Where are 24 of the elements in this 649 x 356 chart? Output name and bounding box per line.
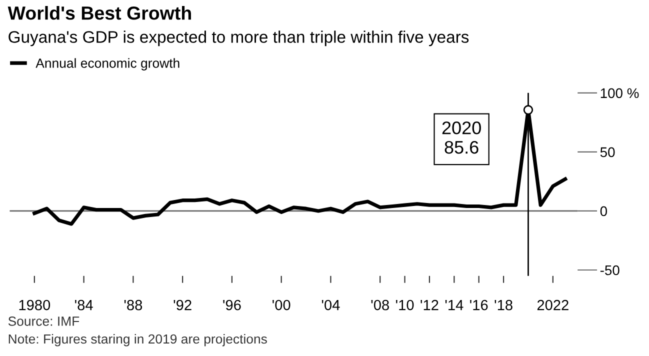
x-tick-label: '14 [445, 300, 464, 310]
x-tick-label: '92 [174, 300, 192, 310]
x-tick-label: 2022 [537, 300, 568, 310]
x-tick-label: '04 [322, 300, 340, 310]
annotation: 2020 85.6 [442, 122, 481, 154]
chart-title: World's Best Growth [8, 6, 191, 20]
x-tick-label: 1980 [19, 300, 50, 310]
x-tick-label: '10 [396, 300, 414, 310]
y-tick-label: 0 [600, 206, 608, 216]
chart-subtitle: Guyana's GDP is expected to more than triple within five years [8, 30, 469, 46]
y-tick-label: 50 [600, 147, 615, 158]
x-tick-label: '88 [124, 300, 142, 310]
y-tick-label: 100 % [600, 88, 639, 98]
x-tick-label: '18 [494, 300, 512, 310]
x-tick-label: '08 [371, 300, 389, 310]
x-tick-label: '84 [75, 300, 93, 310]
x-tick-label: '96 [223, 300, 241, 310]
y-tick-label: -50 [600, 265, 620, 276]
legend-label: Annual economic growth [36, 58, 180, 70]
source-note: Source: IMF [8, 316, 80, 326]
text: Note: Figures staring in 2019 are projections [8, 334, 267, 346]
x-tick-label: '12 [420, 300, 438, 310]
x-tick-label: '00 [272, 300, 290, 310]
x-tick-label: '16 [470, 300, 488, 310]
